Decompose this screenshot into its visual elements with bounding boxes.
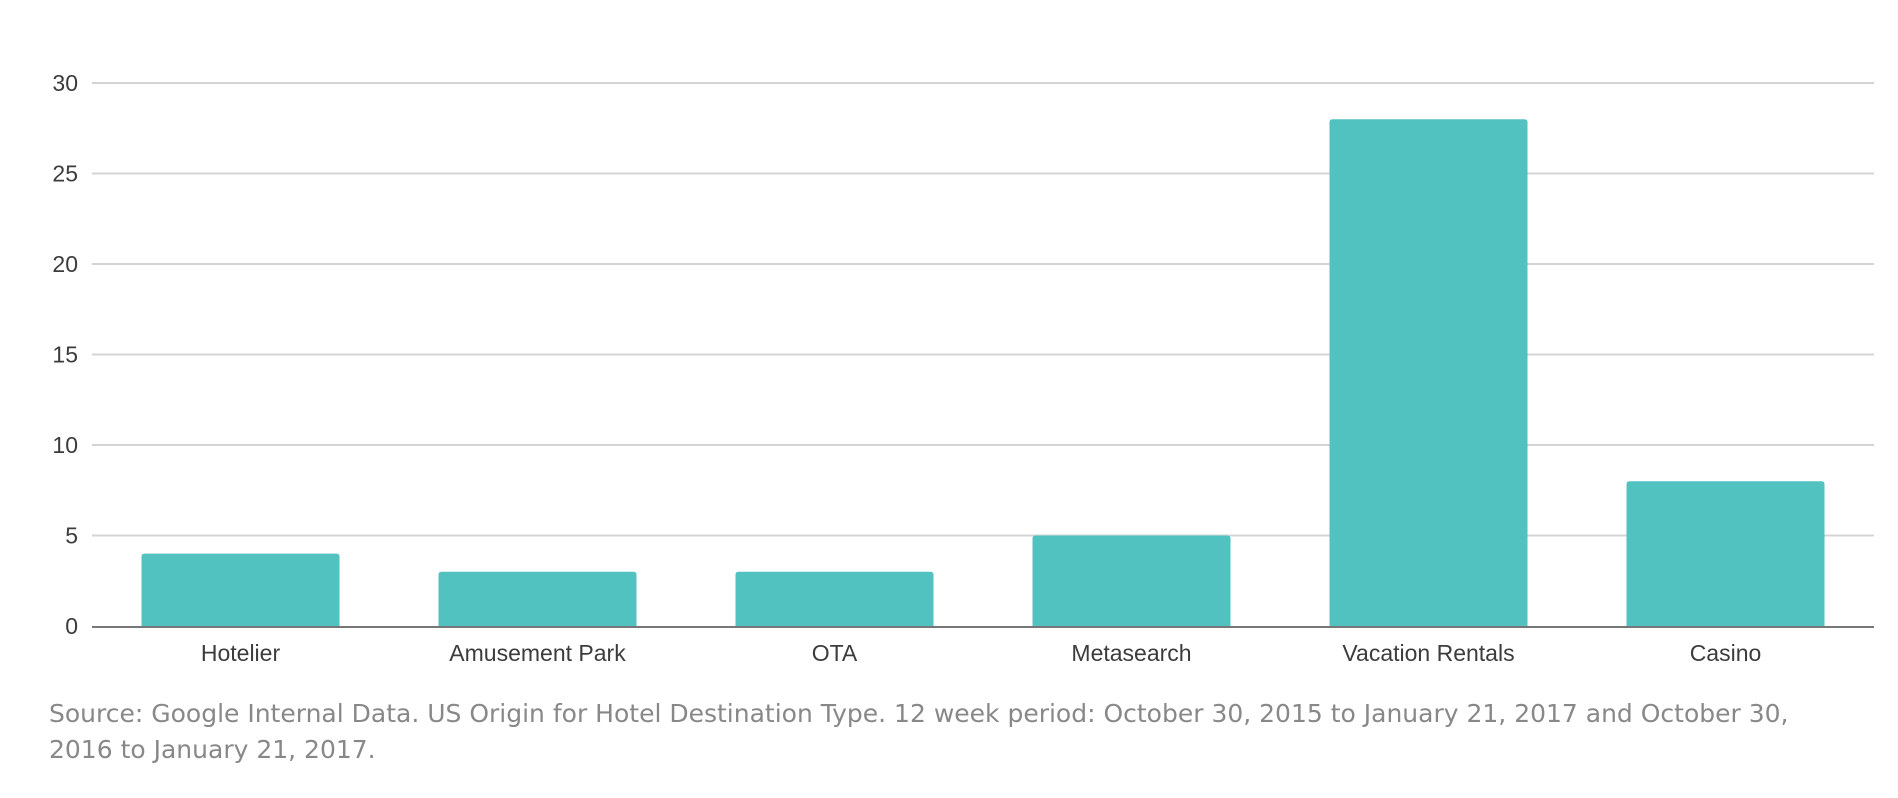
bar-hotelier bbox=[141, 553, 340, 626]
y-tick-label: 30 bbox=[52, 70, 78, 96]
bars bbox=[141, 119, 1825, 626]
bar-metasearch bbox=[1032, 535, 1231, 626]
bar-ota bbox=[735, 571, 934, 626]
y-tick-label: 25 bbox=[52, 161, 78, 187]
x-tick-label: Hotelier bbox=[201, 640, 281, 666]
bar-casino bbox=[1626, 481, 1825, 626]
bar-chart: 0 5 10 15 20 25 30 Hotelier Amusement Park OTA Me… bbox=[52, 70, 1874, 666]
x-tick-label: Amusement Park bbox=[449, 640, 626, 666]
y-tick-label: 5 bbox=[65, 523, 78, 549]
x-tick-label: Metasearch bbox=[1071, 640, 1191, 666]
x-tick-label: Vacation Rentals bbox=[1342, 640, 1514, 666]
x-tick-label: Casino bbox=[1690, 640, 1762, 666]
y-tick-label: 15 bbox=[52, 342, 78, 368]
x-axis-labels: Hotelier Amusement Park OTA Metasearch Vacat… bbox=[201, 640, 1761, 666]
bar-amusement-park bbox=[438, 571, 637, 626]
y-axis-ticks: 0 5 10 15 20 25 30 bbox=[52, 70, 78, 639]
y-tick-label: 0 bbox=[65, 613, 78, 639]
y-tick-label: 10 bbox=[52, 432, 78, 458]
source-note: Source: Google Internal Data. US Origin … bbox=[49, 699, 1789, 764]
x-tick-label: OTA bbox=[812, 640, 858, 666]
y-tick-label: 20 bbox=[52, 251, 78, 277]
bar-vacation-rentals bbox=[1329, 119, 1528, 626]
gridlines bbox=[92, 82, 1874, 537]
